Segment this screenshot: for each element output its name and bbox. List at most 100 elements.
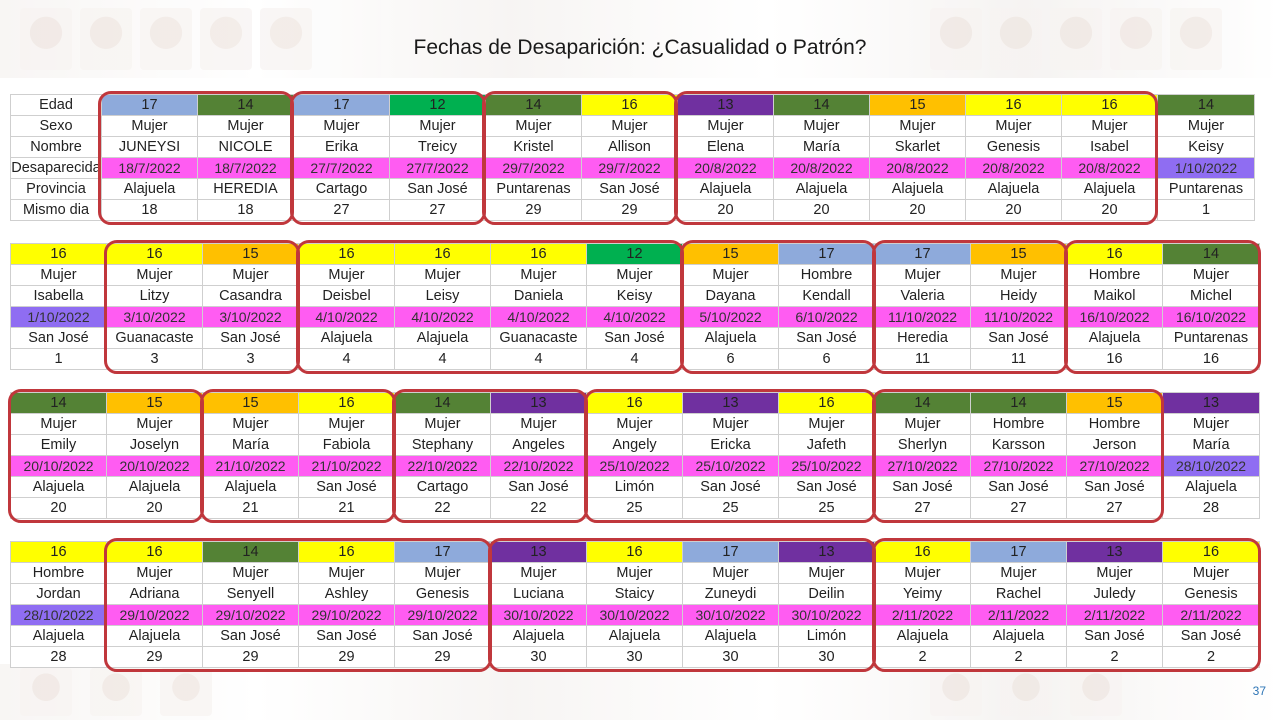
age-cell: 14 — [1162, 243, 1260, 265]
name-cell: Jordan — [10, 583, 107, 605]
table-row: Alajuela Alajuela Alajuela San José Cartago S… — [10, 476, 1260, 498]
age-cell: 15 — [970, 243, 1067, 265]
name-cell: JUNEYSI — [101, 136, 198, 158]
sex-cell: Mujer — [586, 562, 683, 584]
day-cell: 29 — [298, 646, 395, 668]
sex-cell: Mujer — [298, 562, 395, 584]
province-cell: Alajuela — [682, 625, 779, 647]
table-row: San José Guanacaste San José Alajuela Alajue… — [10, 327, 1260, 349]
portrait-thumbnail — [140, 8, 192, 70]
sex-cell: Mujer — [197, 115, 294, 137]
date-cell: 11/10/2022 — [874, 306, 971, 328]
day-cell: 6 — [682, 348, 779, 370]
day-cell: 27 — [874, 497, 971, 519]
age-cell: 16 — [490, 243, 587, 265]
age-cell: 16 — [965, 94, 1062, 116]
sex-cell: Mujer — [778, 413, 875, 435]
day-cell: 25 — [682, 497, 779, 519]
date-cell: 29/10/2022 — [106, 604, 203, 626]
province-cell: Heredia — [874, 327, 971, 349]
sex-cell: Mujer — [394, 562, 491, 584]
age-cell: 13 — [778, 541, 875, 563]
day-cell: 20 — [1061, 199, 1158, 221]
header-photo-strip — [0, 0, 1280, 78]
age-cell: 16 — [581, 94, 678, 116]
day-cell: 2 — [1066, 646, 1163, 668]
day-cell: 3 — [106, 348, 203, 370]
day-cell: 20 — [106, 497, 203, 519]
portrait-thumbnail — [20, 668, 72, 716]
date-cell: 6/10/2022 — [778, 306, 875, 328]
table-row: Hombre Mujer Mujer Mujer Mujer Mujer Mujer Muje… — [10, 562, 1260, 584]
day-cell: 27 — [389, 199, 486, 221]
disappearance-table: 16 16 15 16 16 16 12 15 17 17 15 16 14 Mujer Mujer Muje… — [10, 243, 1260, 370]
date-cell: 30/10/2022 — [586, 604, 683, 626]
sex-cell: Mujer — [682, 413, 779, 435]
table-row: Desaparecida 18/7/2022 18/7/2022 27/7/2022 2… — [10, 157, 1255, 179]
date-cell: 5/10/2022 — [682, 306, 779, 328]
age-cell: 14 — [197, 94, 294, 116]
province-cell: San José — [394, 625, 491, 647]
age-cell: 17 — [101, 94, 198, 116]
name-cell: Ericka — [682, 434, 779, 456]
age-cell: 14 — [485, 94, 582, 116]
date-cell: 27/7/2022 — [293, 157, 390, 179]
age-cell: 14 — [773, 94, 870, 116]
day-cell: 27 — [293, 199, 390, 221]
sex-cell: Mujer — [394, 264, 491, 286]
province-cell: San José — [682, 476, 779, 498]
day-cell: 27 — [970, 497, 1067, 519]
date-cell: 25/10/2022 — [682, 455, 779, 477]
date-cell: 20/8/2022 — [677, 157, 774, 179]
date-cell: 29/10/2022 — [202, 604, 299, 626]
sex-cell: Mujer — [106, 413, 203, 435]
name-cell: Leisy — [394, 285, 491, 307]
age-cell: 16 — [586, 541, 683, 563]
day-cell: 20 — [10, 497, 107, 519]
age-cell: 17 — [293, 94, 390, 116]
date-cell: 25/10/2022 — [778, 455, 875, 477]
row-label: Sexo — [10, 115, 102, 137]
province-cell: Puntarenas — [1157, 178, 1255, 200]
table-row: Mismo dia 18 18 27 27 29 29 20 20 20 20 20 1 — [10, 199, 1255, 221]
name-cell: María — [202, 434, 299, 456]
day-cell: 3 — [202, 348, 299, 370]
date-cell: 28/10/2022 — [1162, 455, 1260, 477]
province-cell: Limón — [586, 476, 683, 498]
sex-cell: Mujer — [490, 413, 587, 435]
sex-cell: Hombre — [10, 562, 107, 584]
province-cell: Alajuela — [970, 625, 1067, 647]
province-cell: San José — [778, 476, 875, 498]
sex-cell: Mujer — [106, 562, 203, 584]
name-cell: Casandra — [202, 285, 299, 307]
table-row: 14 15 15 16 14 13 16 13 16 14 14 15 13 — [10, 392, 1260, 414]
age-cell: 13 — [682, 392, 779, 414]
name-cell: Allison — [581, 136, 678, 158]
day-cell: 22 — [490, 497, 587, 519]
sex-cell: Mujer — [1162, 264, 1260, 286]
day-cell: 2 — [874, 646, 971, 668]
date-cell: 4/10/2022 — [298, 306, 395, 328]
day-cell: 16 — [1066, 348, 1163, 370]
sex-cell: Mujer — [202, 413, 299, 435]
date-cell: 4/10/2022 — [490, 306, 587, 328]
date-cell: 20/8/2022 — [1061, 157, 1158, 179]
sex-cell: Mujer — [389, 115, 486, 137]
name-cell: Karsson — [970, 434, 1067, 456]
province-cell: San José — [10, 327, 107, 349]
date-cell: 16/10/2022 — [1162, 306, 1260, 328]
age-cell: 15 — [1066, 392, 1163, 414]
province-cell: Alajuela — [773, 178, 870, 200]
portrait-thumbnail — [200, 8, 252, 70]
portrait-thumbnail — [1050, 8, 1102, 70]
name-cell: Keisy — [1157, 136, 1255, 158]
row-label: Provincia — [10, 178, 102, 200]
province-cell: San José — [490, 476, 587, 498]
table-row: 28 29 29 29 29 30 30 30 30 2 2 2 2 — [10, 646, 1260, 668]
sex-cell: Mujer — [298, 264, 395, 286]
day-cell: 1 — [10, 348, 107, 370]
province-cell: San José — [202, 625, 299, 647]
age-cell: 16 — [1066, 243, 1163, 265]
sex-cell: Mujer — [874, 413, 971, 435]
age-cell: 15 — [202, 392, 299, 414]
